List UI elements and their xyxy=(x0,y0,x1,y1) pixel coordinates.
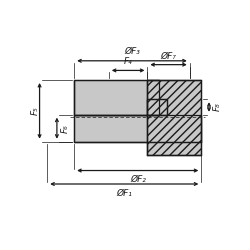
Bar xyxy=(74,80,159,115)
Bar xyxy=(148,80,201,155)
Text: F₅: F₅ xyxy=(31,106,40,115)
Bar xyxy=(148,80,201,155)
Text: ØF₇: ØF₇ xyxy=(160,52,176,60)
Bar xyxy=(74,115,201,142)
Text: ØF₃: ØF₃ xyxy=(124,47,140,56)
Text: F₈: F₈ xyxy=(213,102,222,112)
Text: ØF₂: ØF₂ xyxy=(130,175,146,184)
Bar xyxy=(74,115,201,142)
Text: ØF₁: ØF₁ xyxy=(116,189,132,198)
Text: F₆: F₆ xyxy=(61,124,70,132)
Text: F₄: F₄ xyxy=(124,57,132,66)
Bar xyxy=(148,99,167,115)
Bar xyxy=(74,80,159,115)
Bar xyxy=(148,99,167,115)
